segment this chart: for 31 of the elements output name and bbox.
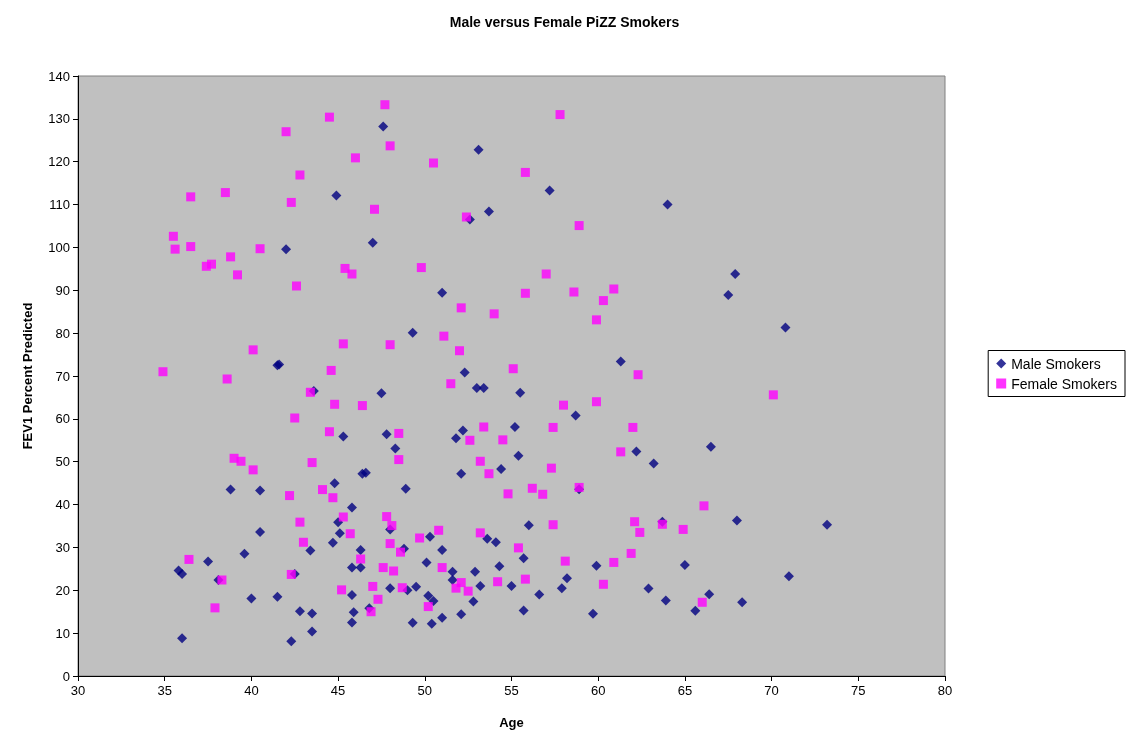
y-tick-label: 90 (55, 282, 70, 298)
y-tick-label: 70 (55, 368, 70, 384)
legend-label: Female Smokers (1011, 375, 1118, 392)
chart-title: Male versus Female PiZZ Smokers (449, 14, 680, 30)
x-tick-label: 35 (157, 683, 172, 698)
y-tick-label: 30 (55, 539, 70, 555)
y-tick-label: 50 (55, 454, 70, 470)
y-tick-label: 120 (48, 154, 70, 170)
y-tick-label: 20 (55, 582, 70, 598)
y-tick-label: 0 (62, 668, 70, 684)
y-tick-label: 40 (55, 497, 70, 513)
x-axis-title: Age (499, 715, 524, 730)
y-tick-label: 100 (48, 239, 70, 255)
x-tick-label: 30 (70, 683, 86, 698)
x-tick-label: 65 (677, 683, 693, 698)
y-tick-label: 60 (55, 411, 70, 427)
legend-label: Male Smokers (1011, 355, 1101, 372)
y-tick-label: 10 (55, 625, 70, 641)
x-tick-label: 55 (504, 683, 519, 698)
y-tick-label: 80 (55, 325, 70, 341)
y-axis-title: FEV1 Percent Predicted (20, 302, 35, 450)
x-tick-label: 75 (851, 683, 866, 698)
x-tick-label: 50 (417, 683, 433, 698)
x-tick-label: 45 (330, 683, 346, 698)
y-tick-label: 110 (49, 197, 70, 213)
y-tick-label: 130 (48, 111, 70, 127)
x-tick-label: 40 (244, 683, 259, 698)
y-tick-label: 140 (48, 68, 70, 84)
x-tick-label: 80 (937, 683, 953, 698)
x-tick-label: 70 (764, 683, 779, 698)
x-tick-label: 60 (590, 683, 606, 698)
